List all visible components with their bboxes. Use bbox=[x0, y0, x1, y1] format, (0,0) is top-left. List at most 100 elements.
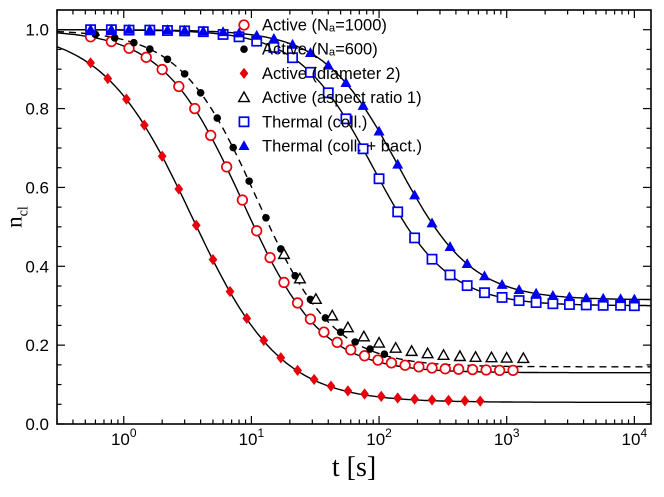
data-point bbox=[547, 290, 559, 300]
data-point bbox=[196, 89, 205, 97]
data-point bbox=[409, 232, 421, 244]
x-axis-label: t [s] bbox=[331, 452, 377, 483]
data-point bbox=[277, 247, 291, 260]
data-point bbox=[351, 338, 359, 346]
legend-item: Active (Nₐ=600) bbox=[240, 41, 378, 59]
legend: Active (Nₐ=1000) Active (Nₐ=600) Active (d… bbox=[237, 17, 422, 156]
data-point bbox=[239, 67, 249, 79]
data-point bbox=[444, 394, 453, 406]
data-point bbox=[122, 93, 131, 105]
data-point bbox=[85, 23, 97, 34]
data-point bbox=[547, 298, 559, 310]
data-point bbox=[580, 292, 592, 303]
data-point bbox=[380, 350, 389, 359]
data-point bbox=[345, 344, 357, 356]
data-point bbox=[500, 351, 514, 363]
x-tick-label: 102 bbox=[366, 426, 392, 449]
data-point bbox=[461, 258, 473, 268]
y-axis-label-main: n bbox=[1, 216, 27, 228]
data-point bbox=[156, 63, 168, 76]
data-point bbox=[237, 90, 251, 103]
data-point bbox=[513, 284, 525, 295]
data-point bbox=[259, 334, 269, 347]
data-point bbox=[287, 52, 298, 64]
data-point bbox=[304, 47, 316, 58]
data-point bbox=[480, 364, 492, 376]
y-axis-label: ncl bbox=[2, 206, 33, 228]
legend-label: Active (Nₐ=1000) bbox=[262, 17, 387, 35]
legend-label: Active (aspect ratio 1) bbox=[262, 89, 422, 107]
data-point bbox=[453, 349, 467, 362]
y-tick-label: 0.6 bbox=[25, 178, 49, 197]
data-point bbox=[326, 380, 336, 392]
data-point bbox=[437, 348, 451, 361]
data-point bbox=[140, 51, 152, 63]
data-point bbox=[530, 287, 542, 298]
data-point bbox=[251, 225, 263, 237]
data-point bbox=[318, 326, 330, 338]
data-point bbox=[421, 346, 435, 359]
data-point bbox=[426, 362, 438, 374]
data-point bbox=[478, 270, 491, 281]
data-point bbox=[291, 297, 304, 309]
legend-label: Active (Nₐ=600) bbox=[262, 41, 378, 59]
legend-item: Thermal (coll. + bact.) bbox=[238, 138, 422, 156]
legend-label: Thermal (coll. + bact.) bbox=[262, 138, 422, 156]
data-point bbox=[293, 364, 302, 376]
data-point bbox=[174, 183, 184, 195]
data-point bbox=[385, 357, 398, 369]
data-point bbox=[191, 219, 201, 231]
data-point bbox=[484, 350, 499, 363]
data-point bbox=[343, 385, 353, 397]
data-point bbox=[340, 113, 352, 125]
series-triangle-fill bbox=[85, 23, 640, 304]
data-point bbox=[410, 393, 420, 405]
y-tick-label: 1.0 bbox=[25, 21, 49, 40]
data-point bbox=[358, 350, 371, 362]
data-point bbox=[238, 116, 250, 128]
data-point bbox=[372, 354, 384, 366]
data-point bbox=[452, 363, 465, 375]
data-point bbox=[372, 336, 386, 348]
data-point bbox=[213, 114, 222, 122]
data-point bbox=[376, 390, 386, 402]
data-point bbox=[322, 59, 334, 70]
legend-item: Thermal (coll.) bbox=[238, 113, 367, 131]
data-point bbox=[229, 143, 237, 152]
legend-item: Active (aspect ratio 1) bbox=[237, 89, 422, 107]
data-point bbox=[331, 336, 343, 349]
data-point bbox=[103, 73, 113, 85]
data-point bbox=[173, 80, 185, 93]
data-point bbox=[615, 293, 627, 304]
data-point bbox=[389, 341, 403, 353]
y-tick-label: 0.4 bbox=[25, 257, 49, 276]
data-point bbox=[439, 363, 451, 375]
data-point bbox=[513, 295, 525, 307]
data-point bbox=[516, 351, 530, 364]
data-point bbox=[276, 352, 286, 364]
data-point bbox=[563, 291, 575, 302]
data-point bbox=[238, 19, 250, 31]
data-point bbox=[597, 292, 609, 303]
data-point bbox=[426, 253, 438, 265]
data-point bbox=[373, 173, 385, 185]
data-point bbox=[139, 119, 149, 131]
data-point bbox=[123, 42, 135, 54]
data-point bbox=[238, 140, 250, 151]
data-point bbox=[197, 25, 209, 36]
data-point bbox=[157, 150, 167, 162]
data-point bbox=[427, 394, 437, 406]
data-point bbox=[287, 38, 299, 49]
data-point bbox=[278, 276, 290, 289]
data-point bbox=[268, 42, 280, 53]
data-point bbox=[236, 194, 249, 206]
data-point bbox=[469, 350, 483, 362]
data-point bbox=[360, 388, 369, 400]
data-point bbox=[493, 364, 506, 377]
data-point bbox=[392, 158, 404, 169]
data-point bbox=[325, 308, 339, 321]
y-axis-label-sub: cl bbox=[15, 206, 32, 217]
data-point bbox=[444, 269, 456, 281]
data-point bbox=[392, 206, 404, 218]
series-triangle-open bbox=[277, 247, 530, 364]
